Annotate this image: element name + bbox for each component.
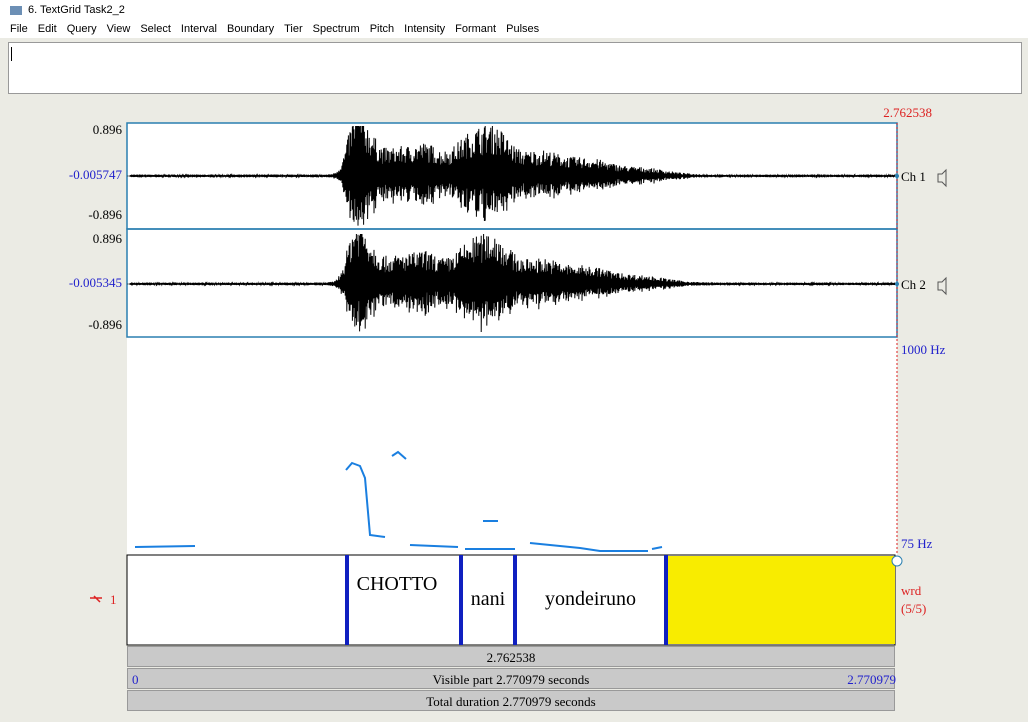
menu-item[interactable]: Formant	[455, 23, 497, 35]
channel-dot	[895, 282, 899, 286]
selection-duration: 2.762538	[486, 650, 536, 665]
visible-start: 0	[132, 672, 139, 687]
app-icon	[10, 5, 22, 15]
pitch-bottom: 75 Hz	[901, 536, 933, 551]
channel-label[interactable]: Ch 1	[901, 169, 926, 184]
cursor-handle[interactable]	[891, 555, 903, 567]
amp-min: -0.896	[88, 317, 122, 332]
visible-end: 2.770979	[847, 672, 896, 687]
menu-item[interactable]: Select	[140, 23, 171, 35]
text-field[interactable]	[8, 42, 1022, 94]
interval-label[interactable]: nani	[470, 588, 506, 610]
menu-item[interactable]: Boundary	[226, 23, 275, 35]
menu-item[interactable]: Pulses	[506, 23, 540, 35]
channel-label[interactable]: Ch 2	[901, 277, 926, 292]
total-bar[interactable]: Total duration 2.770979 seconds	[127, 690, 895, 711]
menu-item[interactable]: Interval	[180, 23, 217, 35]
tier-name: wrd	[901, 583, 922, 598]
menu-bar: File Edit Query View Select Interval Boundary T…	[0, 20, 1028, 38]
menu-item[interactable]: Pitch	[369, 23, 395, 35]
amp-mid: -0.005345	[69, 275, 122, 290]
amp-max: 0.896	[93, 231, 123, 246]
cursor-time: 2.762538	[883, 105, 932, 120]
menu-item[interactable]: View	[106, 23, 131, 35]
menu-item[interactable]: Intensity	[404, 23, 446, 35]
speaker-icon[interactable]	[937, 276, 947, 296]
selection-bar[interactable]: 2.762538	[127, 646, 895, 667]
pitch-curve	[134, 450, 663, 552]
speaker-icon[interactable]	[937, 168, 947, 188]
menu-item[interactable]: Tier	[284, 23, 303, 35]
interval-label[interactable]: CHOTTO	[356, 573, 438, 595]
waveform	[129, 125, 896, 226]
menu-item[interactable]: Edit	[37, 23, 57, 35]
selected-interval	[668, 556, 895, 644]
tier-number: 1	[110, 592, 117, 607]
window-title: 6. TextGrid Task2_2	[28, 4, 125, 16]
channel-dot	[895, 174, 899, 178]
total-duration: Total duration 2.770979 seconds	[426, 694, 596, 709]
pitch-top: 1000 Hz	[901, 342, 946, 357]
amp-max: 0.896	[93, 122, 123, 137]
interval-label[interactable]: yondeiruno	[544, 588, 637, 610]
menu-item[interactable]: File	[10, 23, 28, 35]
visible-duration: Visible part 2.770979 seconds	[432, 672, 590, 687]
tier-count: (5/5)	[901, 601, 926, 616]
boundaries	[345, 555, 668, 645]
title-bar: 6. TextGrid Task2_2	[0, 0, 1028, 20]
tier-pointer	[90, 595, 102, 603]
menu-item[interactable]: Spectrum	[312, 23, 360, 35]
menu-item[interactable]: Query	[66, 23, 97, 35]
caret	[11, 47, 12, 61]
visible-bar[interactable]: 0 Visible part 2.770979 seconds 2.770979	[127, 668, 896, 689]
amp-mid: -0.005747	[69, 167, 123, 182]
amp-min: -0.896	[88, 207, 122, 222]
